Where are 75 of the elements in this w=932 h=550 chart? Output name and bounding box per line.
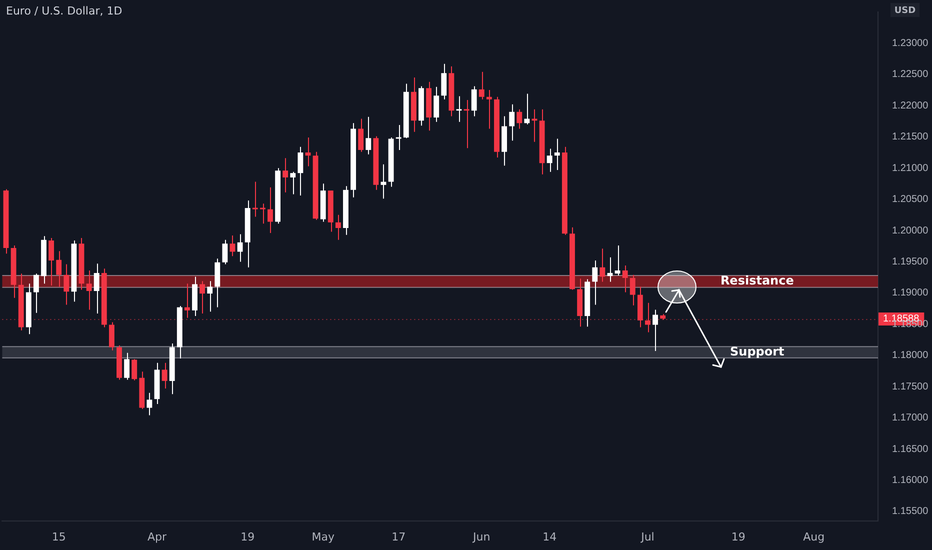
y-tick-label: 1.19500 — [892, 256, 929, 268]
candlestick — [237, 234, 243, 262]
candlestick — [162, 362, 168, 389]
x-tick-label: 19 — [731, 530, 746, 544]
y-axis-title: USD — [894, 6, 916, 16]
candlestick — [86, 270, 92, 310]
candlestick — [222, 239, 228, 265]
y-tick-label: 1.18000 — [892, 350, 929, 362]
candlestick — [124, 352, 130, 380]
candlestick — [554, 138, 560, 170]
candlestick — [614, 244, 620, 276]
candlestick — [592, 260, 598, 306]
candlestick — [478, 71, 484, 100]
y-tick-label: 1.19000 — [892, 288, 929, 299]
candlestick — [434, 86, 440, 122]
candlestick — [358, 118, 364, 152]
candlestick — [33, 273, 39, 314]
x-tick-label: Jul — [640, 530, 654, 544]
candlestick — [252, 181, 258, 218]
candlestick — [652, 309, 658, 352]
candlestick — [56, 250, 62, 288]
candlestick — [486, 90, 492, 130]
y-tick-label: 1.21000 — [892, 162, 929, 174]
candlestick — [48, 237, 54, 286]
x-tick-label: 19 — [240, 530, 255, 544]
candlestick — [108, 322, 114, 351]
candlestick — [622, 264, 628, 293]
y-tick-label: 1.22500 — [892, 69, 929, 80]
y-tick-label: 1.21500 — [892, 132, 929, 143]
x-tick-label: 17 — [392, 530, 406, 544]
candlestick — [268, 186, 273, 234]
band-label: Support — [730, 344, 785, 358]
candlestick — [64, 264, 70, 306]
candlestick — [94, 263, 100, 314]
x-tick-label: Apr — [147, 530, 167, 544]
candlestick — [290, 171, 296, 195]
y-tick-label: 1.17000 — [892, 412, 929, 424]
candlestick — [200, 280, 206, 314]
candlestick — [230, 235, 236, 257]
y-tick-label: 1.22000 — [892, 100, 929, 112]
candlestick — [366, 116, 372, 155]
candlestick — [335, 214, 341, 240]
y-tick-label: 1.17500 — [892, 381, 929, 392]
candlestick — [509, 104, 515, 142]
candlestick — [441, 63, 447, 100]
y-tick-label: 1.16500 — [892, 444, 929, 455]
candlestick — [516, 108, 522, 130]
candlestick — [524, 93, 530, 125]
y-tick-label: 1.20500 — [892, 194, 929, 206]
candlestick — [464, 100, 470, 149]
candlestick — [184, 283, 190, 318]
candlestick — [396, 124, 402, 150]
candlestick — [298, 146, 304, 196]
x-tick-label: May — [312, 530, 335, 544]
candlestick — [471, 86, 477, 117]
candlestick — [546, 148, 552, 172]
y-tick-label: 1.16000 — [892, 474, 929, 486]
candlestick — [456, 96, 462, 122]
candlestick — [630, 274, 636, 306]
y-tick-label: 1.15500 — [892, 506, 929, 518]
candlestick — [207, 280, 213, 312]
chart-title: Euro / U.S. Dollar, 1D — [6, 4, 122, 18]
y-tick-label: 1.20000 — [892, 225, 929, 236]
band-label: Resistance — [720, 274, 794, 288]
candlestick — [282, 158, 288, 193]
x-tick-label: Jun — [472, 530, 490, 544]
x-tick-label: 14 — [542, 530, 557, 544]
x-tick-label: 15 — [52, 530, 66, 544]
candlestick — [260, 203, 266, 224]
candlestick — [645, 302, 650, 333]
candlestick — [146, 392, 152, 416]
candlestick — [600, 248, 606, 282]
x-tick-label: Aug — [803, 530, 825, 544]
candlestick — [132, 358, 138, 381]
y-tick-label: 1.23000 — [892, 38, 929, 49]
